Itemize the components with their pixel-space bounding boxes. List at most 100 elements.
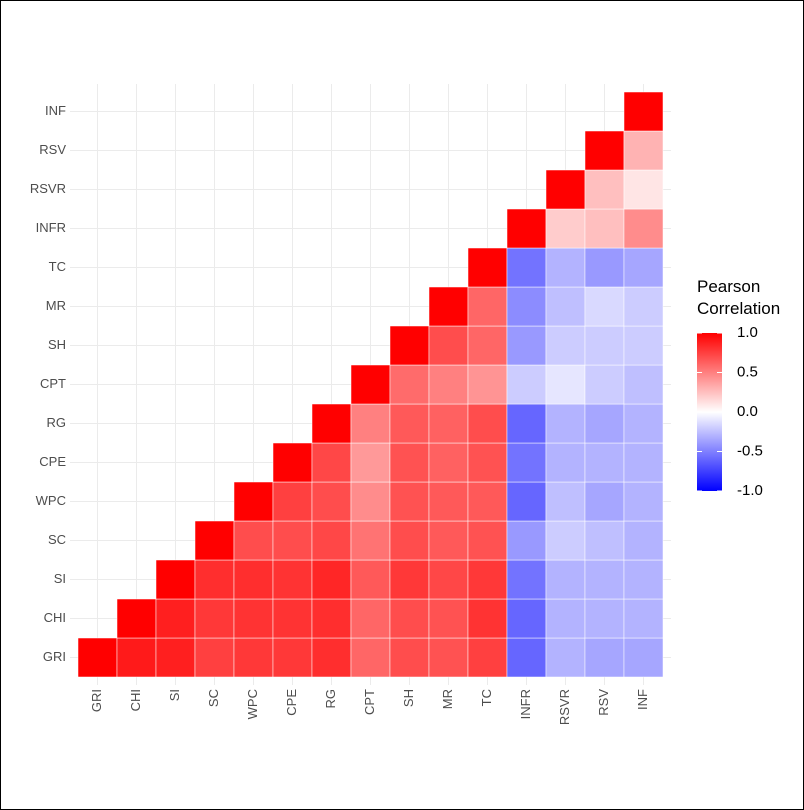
y-tick-label: MR [46,298,66,313]
heat-cell [584,481,625,522]
heat-cell [155,637,196,678]
heat-cell [311,520,352,561]
heat-cell [428,442,469,483]
x-tick-label: WPC [245,689,260,719]
heat-cell [623,442,664,483]
heat-cell [545,247,586,288]
heat-cell [467,598,508,639]
y-tick-label: RSVR [30,181,66,196]
heat-cell [506,637,547,678]
y-tick-label: INF [45,103,66,118]
heat-cell [623,403,664,444]
x-tick-label: RG [323,689,338,709]
x-tick-label: RSV [596,689,611,716]
heat-cell [467,286,508,327]
y-tick-label: GRI [43,649,66,664]
x-tick-label: INFR [518,689,533,719]
heat-cell [584,520,625,561]
heat-cell [194,559,235,600]
x-tick-label: RSVR [557,689,572,725]
heat-cell [467,637,508,678]
heat-cell [272,559,313,600]
y-tick-label: INFR [36,220,66,235]
colorbar-label: -1.0 [737,482,763,499]
heat-cell [194,520,235,561]
heat-cell [311,559,352,600]
heat-cell [194,637,235,678]
heat-cell [311,637,352,678]
heat-cell [272,637,313,678]
heat-cell [623,598,664,639]
heat-cell [272,520,313,561]
heat-cell [233,637,274,678]
heat-cell [428,481,469,522]
heat-cell [545,325,586,366]
heat-cell [467,442,508,483]
heat-cell [545,598,586,639]
heat-cell [623,364,664,405]
heat-cell [545,520,586,561]
heat-cell [350,442,391,483]
y-tick-label: CPE [39,454,66,469]
heat-cell [311,598,352,639]
heat-cell [623,481,664,522]
heat-cell [155,598,196,639]
heat-cell [467,520,508,561]
heat-cell [506,208,547,249]
heat-cell [389,598,430,639]
heat-cell [545,403,586,444]
heat-cell [506,325,547,366]
x-tick-label: CHI [128,689,143,711]
heat-cell [506,559,547,600]
heat-cell [545,364,586,405]
heat-cell [584,169,625,210]
heat-cell [77,637,118,678]
heat-cell [233,559,274,600]
heat-cell [389,637,430,678]
heat-cell [506,247,547,288]
heat-cell [584,637,625,678]
heat-cell [467,403,508,444]
heat-cell [584,403,625,444]
y-tick-label: CHI [44,610,66,625]
y-tick-label: TC [49,259,66,274]
heat-cell [584,208,625,249]
heat-cell [389,364,430,405]
y-tick-label: WPC [36,493,66,508]
heat-cell [428,364,469,405]
heat-cell [623,286,664,327]
heat-cell [584,598,625,639]
heat-cell [467,325,508,366]
heat-cell [116,598,157,639]
heat-cell [389,481,430,522]
colorbar-label: -0.5 [737,442,763,459]
heat-cell [584,559,625,600]
heat-cell [545,559,586,600]
heat-cell [506,364,547,405]
heat-cell [428,637,469,678]
heat-cell [545,208,586,249]
heat-cell [545,169,586,210]
heat-cell [155,559,196,600]
legend-title: Pearson Correlation [697,277,781,318]
heat-cell [350,598,391,639]
heat-cell [389,442,430,483]
heat-cell [311,481,352,522]
y-tick-label: SC [48,532,66,547]
heat-cell [623,325,664,366]
heat-cell [623,559,664,600]
heat-cell [584,442,625,483]
colorbar-label: 0.0 [737,403,758,420]
heat-cell [233,481,274,522]
y-tick-label: CPT [40,376,66,391]
x-tick-label: SH [401,689,416,707]
heat-cell [272,598,313,639]
x-tick-label: CPT [362,689,377,715]
heat-cell [311,403,352,444]
heat-cell [467,364,508,405]
heat-cell [350,559,391,600]
heat-cell [623,520,664,561]
heat-cell [233,598,274,639]
x-tick-label: INF [635,689,650,710]
